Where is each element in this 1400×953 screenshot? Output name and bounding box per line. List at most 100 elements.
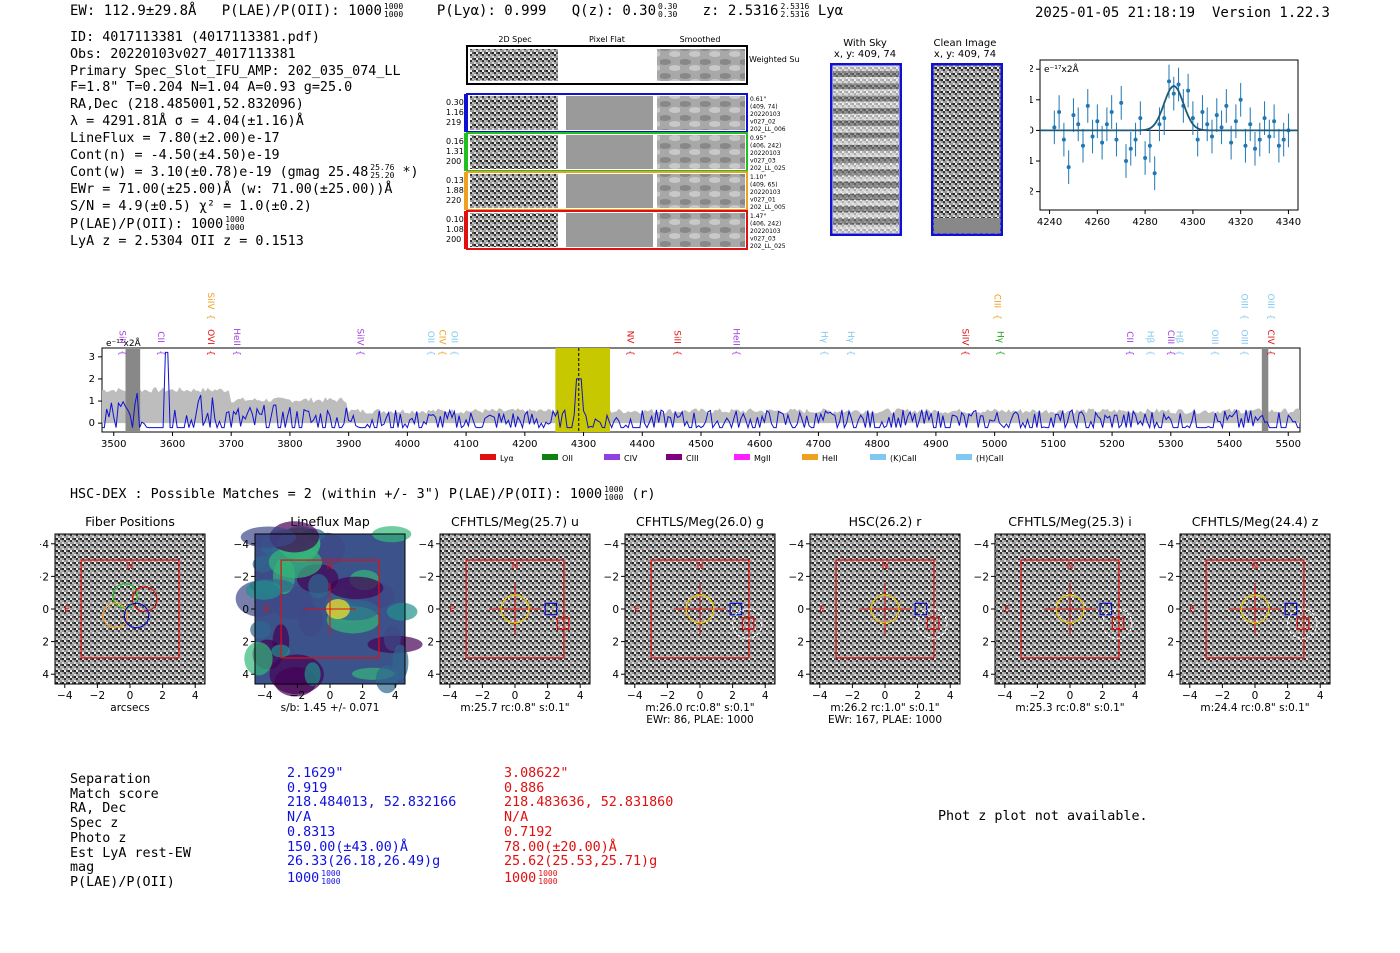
emission-line-brace: { — [1265, 350, 1275, 356]
cutout-caption: m:26.0 rc:0.8" s:0.1" — [645, 702, 754, 714]
spec-row-right-label: v027_03 — [750, 158, 776, 165]
cutout-ytick-label: 0 — [242, 604, 249, 616]
emission-line-label: SiIV — [355, 328, 365, 346]
match-2-box — [926, 617, 940, 630]
zoom-line-plot: 4240 4260 4280 4300 4320 4340 2 1 0 −1 −2 e⁻¹⁷x2Å — [1030, 59, 1301, 228]
fiber-circle — [102, 602, 129, 629]
catalog-ellipse — [1287, 608, 1318, 639]
cutout-xtick-label: 4 — [577, 690, 584, 702]
spec-row-right-label: v027_03 — [750, 236, 776, 243]
version: Version 1.22.3 — [1211, 5, 1330, 21]
cutout-panel: Fiber Positions N E −4 4 −2 2 0 0 2 −2 4 −4 arcsecs — [40, 514, 206, 714]
cutout-xtick-label: −2 — [1215, 690, 1230, 702]
zoom-data-point — [1143, 155, 1148, 160]
cutout-ytick-label: −4 — [234, 539, 250, 551]
cutout-ytick-label: −4 — [419, 539, 435, 551]
cutout-panel: CFHTLS/Meg(25.7) uNE−44−22002−24−4m:25.7… — [419, 514, 591, 714]
timestamp-version: 2025-01-05 21:18:19 Version 1.22.3 — [1035, 5, 1330, 21]
zoom-ytick-label: 0 — [1030, 125, 1034, 136]
lineflux-blob — [240, 526, 297, 548]
cutout-ytick-label: 0 — [42, 604, 49, 616]
emission-line-label: HeII — [231, 328, 241, 346]
match-2-box — [1296, 617, 1310, 630]
legend-label: CIV — [624, 454, 638, 463]
aperture-circle — [1240, 594, 1270, 624]
detection-info: ID: 4017113381 (4017113381.pdf) Obs: 202… — [70, 30, 419, 250]
zoom-xtick-label: 4340 — [1276, 217, 1301, 228]
info-ewr: EWr = 71.00(±25.00)Å (w: 71.00(±25.00))Å — [70, 182, 393, 198]
cutout-ytick-label: −2 — [1159, 571, 1174, 583]
spec-row-colorbar — [464, 211, 467, 249]
full-spectrum-plot: 3500 3600 3700 3800 3900 4000 4100 4200 4300 4400… — [89, 292, 1301, 463]
cutout-panel: CFHTLS/Meg(24.4) zNE−44−22002−24−4m:24.4… — [1159, 514, 1331, 714]
spec-row-left-label: 1.31 — [446, 147, 464, 156]
cutout-xtick-label: −4 — [57, 690, 73, 702]
emission-line-brace: { — [959, 350, 969, 356]
cutout-panel: CFHTLS/Meg(26.0) gNE−44−22002−24−4m:26.0… — [604, 514, 776, 725]
info-id: ID: 4017113381 (4017113381.pdf) — [70, 30, 320, 45]
info-primary: Primary Spec_Slot_IFU_AMP: 202_035_074_L… — [70, 63, 401, 79]
zoom-data-point — [1200, 110, 1205, 115]
info-sn: S/N = 4.9(±0.5) χ² = 1.0(±0.2) — [70, 198, 312, 214]
east-label: E — [264, 605, 270, 615]
spec-row-right-label: (409, 65) — [750, 182, 778, 189]
cutout-xtick-label: −4 — [442, 690, 458, 702]
legend-label: OII — [562, 454, 573, 463]
emission-line-label: Hβ — [1144, 331, 1154, 344]
cutout-ytick-label: 0 — [982, 604, 989, 616]
zoom-data-point — [1262, 116, 1267, 121]
info-fiber: F=1.8" T=0.204 N=1.04 A=0.93 g=25.0 — [70, 80, 353, 96]
spec-row-right-label: 20220103 — [750, 189, 781, 196]
spec-row-flat — [566, 213, 653, 247]
spec-row-left-label: 0.10 — [446, 215, 464, 224]
north-label: N — [327, 562, 334, 572]
lineflux-blob — [244, 641, 273, 676]
spec-xtick-label: 4300 — [571, 439, 596, 450]
spec-row-right-label: 202_LL_006 — [750, 126, 786, 133]
spec-row-2d — [470, 174, 558, 208]
emission-line-label: CII — [155, 331, 165, 343]
cutout-panel: CFHTLS/Meg(25.3) iNE−44−22002−24−4m:25.3… — [974, 514, 1146, 714]
spec-row-left-label: 200 — [446, 235, 461, 244]
zoom-data-point — [1238, 97, 1243, 102]
emission-line-label: CIV — [1265, 329, 1275, 345]
cutout-xtick-label: −2 — [1030, 690, 1045, 702]
spec-row-smoothed — [657, 213, 745, 247]
zoom-data-point — [1195, 137, 1200, 142]
emission-line-label: OIII — [1238, 293, 1248, 308]
zoom-data-point — [1243, 143, 1248, 148]
zoom-data-point — [1224, 103, 1229, 108]
emission-line-brace: { — [1209, 350, 1219, 356]
timestamp: 2025-01-05 21:18:19 — [1034, 5, 1196, 21]
spec-row-right-label: 1.10" — [750, 174, 766, 181]
zoom-data-point — [1233, 119, 1238, 124]
spec-row-right-label: 0.61" — [750, 96, 766, 103]
sky-noise — [833, 66, 899, 233]
north-label: N — [1252, 562, 1259, 572]
north-label: N — [697, 562, 704, 572]
zoom-data-point — [1171, 91, 1176, 96]
zoom-data-point — [1176, 82, 1181, 87]
lineflux-blob — [304, 662, 321, 686]
lineflux-blob — [250, 620, 271, 639]
spec-row-left-label: 0.16 — [446, 137, 464, 146]
search-box — [465, 559, 565, 659]
emission-line-label: SiIV — [205, 292, 215, 310]
emission-line-label: OIII — [1238, 329, 1248, 344]
zoom-data-point — [1152, 171, 1157, 176]
line-id: Lyα — [817, 3, 844, 19]
zoom-data-point — [1272, 119, 1277, 124]
cutout-xtick-label: 0 — [127, 690, 134, 702]
zoom-data-point — [1138, 116, 1143, 121]
spec-xtick-label: 4200 — [512, 439, 537, 450]
emission-line-brace: { — [231, 350, 241, 356]
weighted-label: Weighted Sum — [749, 55, 800, 64]
hsc-matches-line: HSC-DEX : Possible Matches = 2 (within +… — [70, 485, 656, 503]
info-lambda: λ = 4291.81Å σ = 4.04(±1.16)Å — [70, 113, 304, 129]
spec-ytick-label: 0 — [89, 418, 95, 429]
zoom-data-point — [1133, 137, 1138, 142]
zoom-data-point — [1167, 79, 1171, 84]
cutout-ytick-label: 2 — [427, 637, 434, 649]
spec-row-right-label: 1.47" — [750, 213, 766, 220]
fiber-circle — [123, 602, 150, 629]
